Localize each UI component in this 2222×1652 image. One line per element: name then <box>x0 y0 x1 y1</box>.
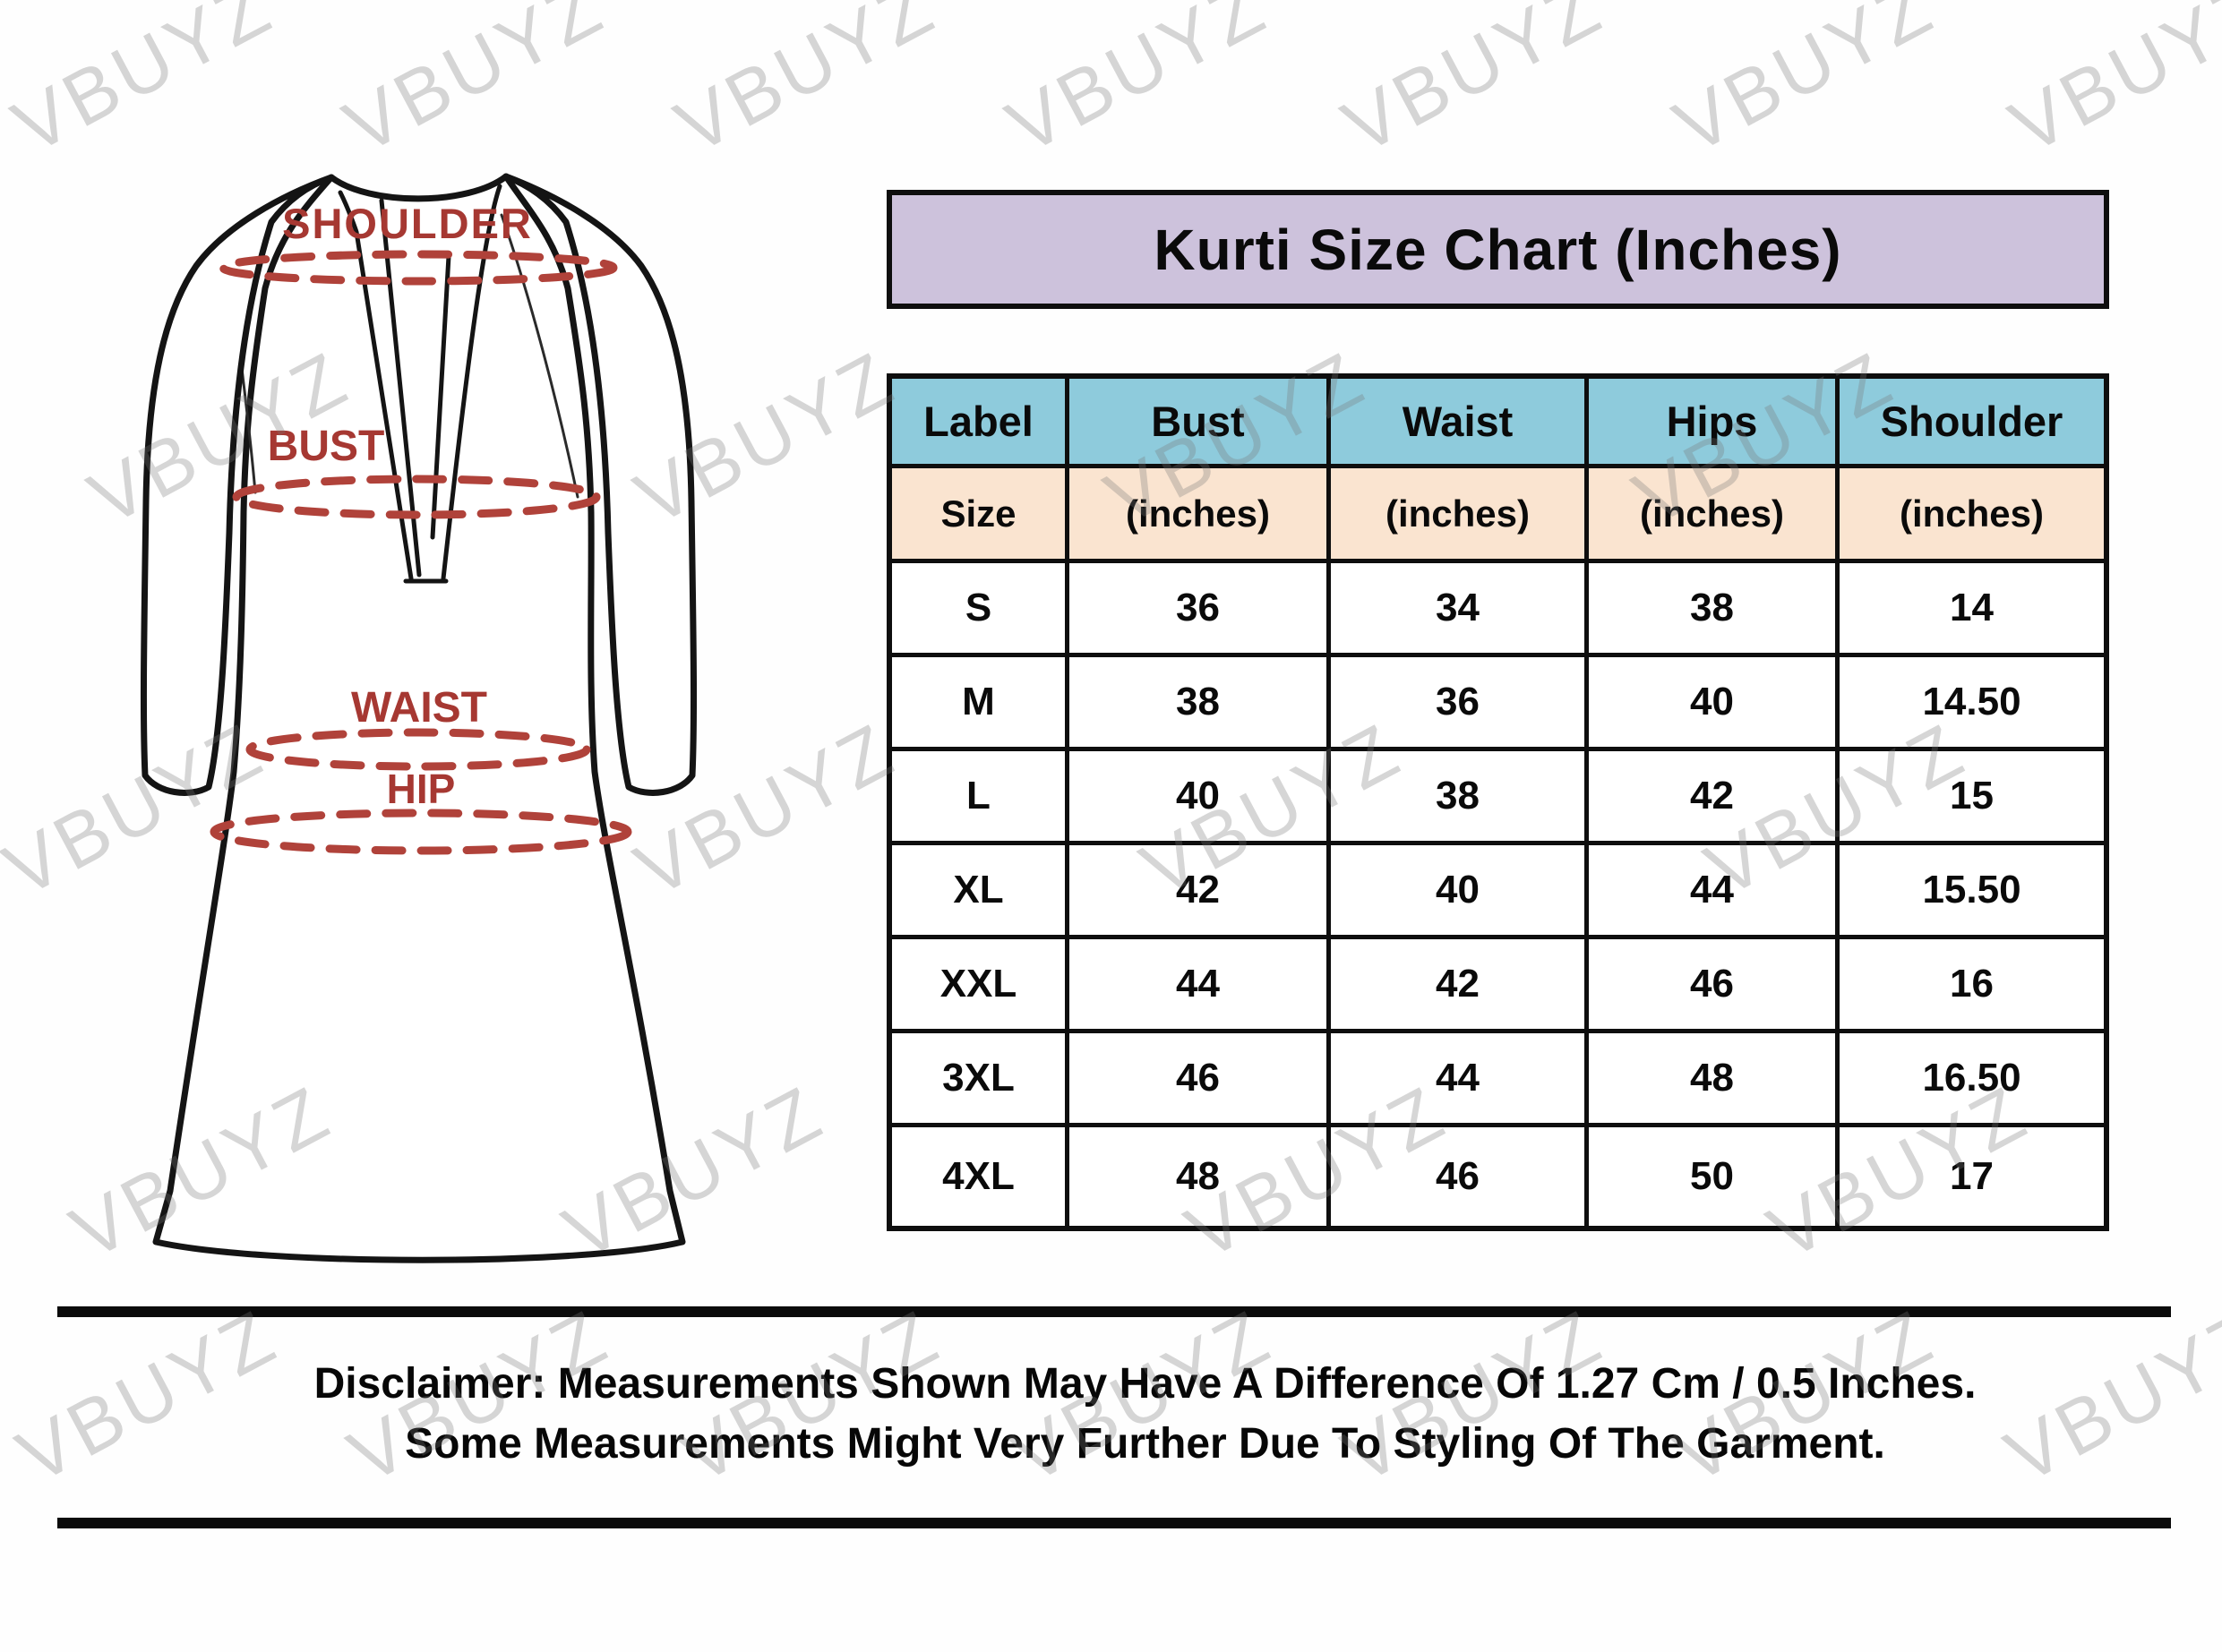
table-cell: 38 <box>1331 751 1589 845</box>
table-cell: 44 <box>1069 939 1331 1033</box>
subheader-cell: (inches) <box>1069 468 1331 563</box>
table-cell: 50 <box>1589 1127 1840 1226</box>
hip-label: HIP <box>387 766 456 812</box>
size-cell: L <box>892 751 1069 845</box>
table-cell: 46 <box>1331 1127 1589 1226</box>
disclaimer-line-2: Some Measurements Might Very Further Due… <box>405 1420 1885 1468</box>
header-cell-waist: Waist <box>1331 379 1589 468</box>
table-cell: 44 <box>1589 845 1840 939</box>
table-cell: 48 <box>1589 1033 1840 1127</box>
table-cell: 40 <box>1331 845 1589 939</box>
size-cell: XXL <box>892 939 1069 1033</box>
chart-title-bar: Kurti Size Chart (Inches) <box>887 190 2109 309</box>
table-cell: 48 <box>1069 1127 1331 1226</box>
table-cell: 14.50 <box>1840 657 2104 751</box>
size-cell: 3XL <box>892 1033 1069 1127</box>
left-sleeve <box>140 174 335 796</box>
table-cell: 46 <box>1589 939 1840 1033</box>
size-cell: XL <box>892 845 1069 939</box>
table-cell: 34 <box>1331 563 1589 657</box>
subheader-cell: (inches) <box>1589 468 1840 563</box>
table-cell: 15.50 <box>1840 845 2104 939</box>
divider-line-top <box>57 1306 2171 1317</box>
header-cell-label: Label <box>892 379 1069 468</box>
disclaimer: Disclaimer: Measurements Shown May Have … <box>0 1354 2222 1474</box>
table-cell: 42 <box>1069 845 1331 939</box>
table-cell: 42 <box>1589 751 1840 845</box>
disclaimer-line-1: Disclaimer: Measurements Shown May Have … <box>313 1360 1977 1408</box>
page-title: Kurti Size Chart (Inches) <box>1154 217 1842 282</box>
shoulder-dash-line <box>219 250 618 286</box>
right-sleeve <box>502 173 698 796</box>
bust-label: BUST <box>268 423 385 470</box>
table-cell: 36 <box>1069 563 1331 657</box>
header-cell-shoulder: Shoulder <box>1840 379 2104 468</box>
shoulder-label: SHOULDER <box>282 200 533 247</box>
table-cell: 40 <box>1589 657 1840 751</box>
table-cell: 46 <box>1069 1033 1331 1127</box>
size-cell: S <box>892 563 1069 657</box>
table-cell: 16.50 <box>1840 1033 2104 1127</box>
waist-dash-line <box>245 728 591 771</box>
table-cell: 15 <box>1840 751 2104 845</box>
waist-label: WAIST <box>351 684 487 732</box>
table-cell: 40 <box>1069 751 1331 845</box>
table-cell: 42 <box>1331 939 1589 1033</box>
size-cell: M <box>892 657 1069 751</box>
table-cell: 16 <box>1840 939 2104 1033</box>
garment-body-outline <box>152 173 686 1263</box>
table-cell: 38 <box>1589 563 1840 657</box>
divider-line-bottom <box>57 1518 2171 1528</box>
size-cell: 4XL <box>892 1127 1069 1226</box>
subheader-cell: Size <box>892 468 1069 563</box>
table-cell: 44 <box>1331 1033 1589 1127</box>
right-armhole-seam <box>500 213 579 499</box>
header-cell-bust: Bust <box>1069 379 1331 468</box>
header-cell-hips: Hips <box>1589 379 1840 468</box>
table-cell: 38 <box>1069 657 1331 751</box>
bust-dash-line <box>232 475 601 519</box>
subheader-cell: (inches) <box>1331 468 1589 563</box>
table-cell: 17 <box>1840 1127 2104 1226</box>
subheader-cell: (inches) <box>1840 468 2104 563</box>
table-cell: 14 <box>1840 563 2104 657</box>
size-chart-table: Label Bust Waist Hips Shoulder Size (inc… <box>887 373 2109 1231</box>
table-cell: 36 <box>1331 657 1589 751</box>
hip-dash-line <box>210 809 632 855</box>
